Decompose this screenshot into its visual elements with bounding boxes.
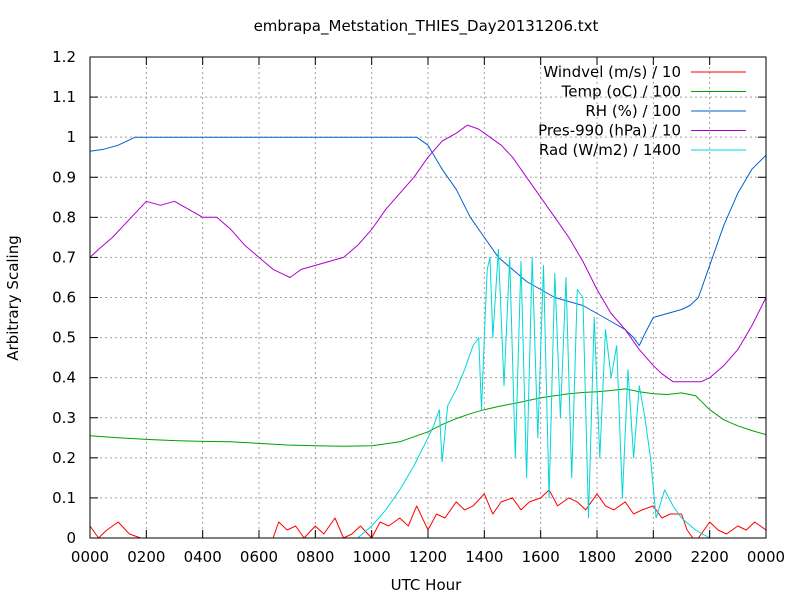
x-tick-label: 0600 [240, 548, 278, 566]
x-tick-label: 1400 [465, 548, 503, 566]
x-tick-label: 0800 [296, 548, 334, 566]
x-tick-label: 1600 [522, 548, 560, 566]
legend-label: Windvel (m/s) / 10 [543, 63, 681, 81]
y-axis-label: Arbitrary Scaling [4, 235, 22, 361]
y-tick-label: 0.7 [52, 248, 76, 266]
x-tick-label: 1800 [578, 548, 616, 566]
y-tick-label: 0.1 [52, 489, 76, 507]
y-tick-label: 0 [66, 529, 76, 547]
y-tick-label: 1.1 [52, 88, 76, 106]
series-lines [89, 124, 767, 539]
y-tick-label: 1 [66, 128, 76, 146]
series-line-2 [89, 136, 767, 347]
series-line-3 [89, 124, 767, 383]
series-line-4 [90, 248, 766, 539]
x-tick-label: 0000 [747, 548, 785, 566]
x-axis-label: UTC Hour [391, 576, 462, 594]
y-tick-label: 0.2 [52, 449, 76, 467]
y-tick-label: 0.3 [52, 409, 76, 427]
series-line-0 [89, 489, 767, 539]
y-tick-label: 0.4 [52, 369, 76, 387]
axis-ticks: 0 0.1 0.2 0.3 0.4 0.5 0.6 0.7 0.8 0.9 1 1.1 1.2 0000 0… [52, 48, 785, 566]
legend-label: Pres-990 (hPa) / 10 [538, 122, 681, 140]
x-tick-label: 0200 [127, 548, 165, 566]
x-tick-label: 0000 [71, 548, 109, 566]
x-tick-label: 1200 [409, 548, 447, 566]
y-tick-label: 0.6 [52, 289, 76, 307]
legend-label: Temp (oC) / 100 [561, 83, 681, 101]
y-tick-label: 0.8 [52, 208, 76, 226]
legend-label: RH (%) / 100 [585, 102, 681, 120]
x-tick-label: 1000 [353, 548, 391, 566]
x-tick-label: 2200 [691, 548, 729, 566]
y-tick-label: 1.2 [52, 48, 76, 66]
legend-label: Rad (W/m2) / 1400 [539, 141, 681, 159]
series-line-1 [89, 388, 767, 447]
x-tick-label: 2000 [634, 548, 672, 566]
x-tick-label: 0400 [184, 548, 222, 566]
chart-title: embrapa_Metstation_THIES_Day20131206.txt [254, 17, 599, 36]
y-tick-label: 0.5 [52, 329, 76, 347]
y-tick-label: 0.9 [52, 168, 76, 186]
